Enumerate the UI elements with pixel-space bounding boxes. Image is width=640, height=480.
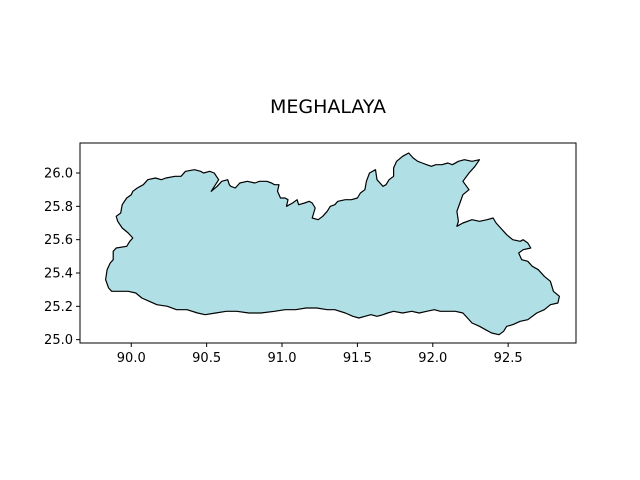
x-axis: 90.0 90.5 91.0 91.5 92.0 92.5 <box>117 343 523 366</box>
y-tick-label: 25.2 <box>44 300 73 315</box>
plot-area <box>79 142 577 344</box>
axes-frame <box>79 142 577 344</box>
x-tick-label: 92.5 <box>494 351 523 366</box>
y-tick-label: 25.8 <box>44 200 73 215</box>
x-tick-label: 91.5 <box>343 351 372 366</box>
y-tick-label: 25.0 <box>44 333 73 348</box>
x-tick-label: 92.0 <box>418 351 447 366</box>
x-tick-label: 91.0 <box>268 351 297 366</box>
chart-title: MEGHALAYA <box>270 96 386 118</box>
y-tick-label: 26.0 <box>44 167 73 182</box>
state-boundary-shape <box>104 152 561 336</box>
y-tick-label: 25.4 <box>44 267 73 282</box>
x-tick-label: 90.5 <box>192 351 221 366</box>
y-tick-label: 25.6 <box>44 233 73 248</box>
x-tick-label: 90.0 <box>117 351 146 366</box>
y-axis: 25.0 25.2 25.4 25.6 25.8 26.0 <box>44 167 80 348</box>
